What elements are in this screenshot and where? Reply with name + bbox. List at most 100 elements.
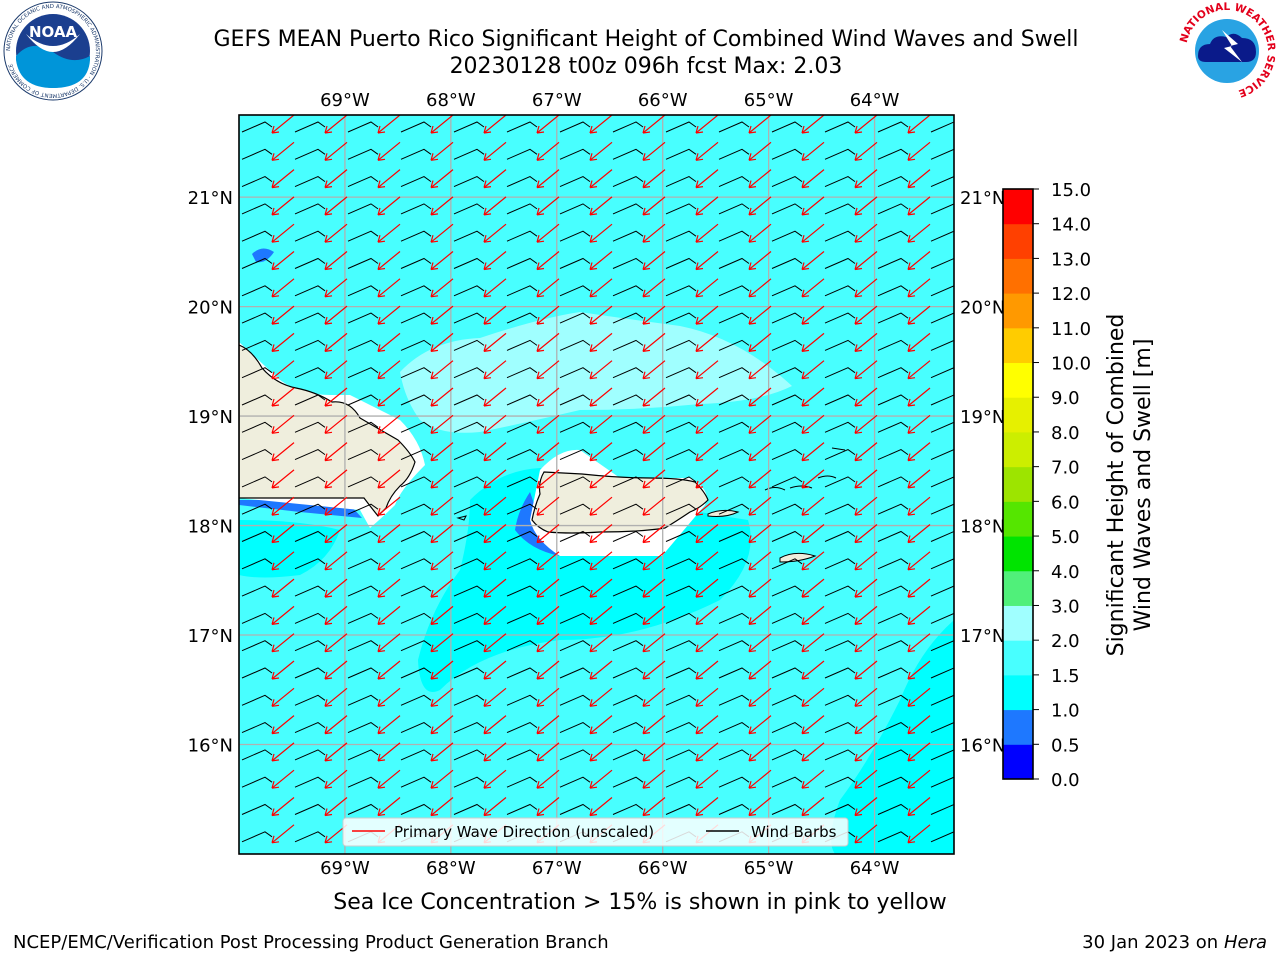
- wave-direction-arrow: [801, 496, 825, 516]
- wave-direction-arrow: [801, 115, 825, 134]
- wind-barb: [665, 803, 697, 815]
- wind-barb: [241, 558, 273, 570]
- wave-direction-arrow: [695, 769, 719, 789]
- wave-direction-arrow: [589, 442, 613, 462]
- wind-barb: [771, 394, 803, 406]
- wind-barb: [347, 749, 379, 761]
- wind-barb: [824, 612, 856, 624]
- wind-barb: [824, 694, 856, 706]
- wave-direction-arrow: [854, 387, 878, 407]
- wind-barb: [506, 503, 538, 515]
- wave-direction-arrow: [854, 769, 878, 789]
- wave-direction-arrow: [589, 687, 613, 707]
- wave-direction-arrow: [854, 605, 878, 625]
- wind-barb: [877, 394, 909, 406]
- wave-direction-arrow: [377, 196, 401, 216]
- colorbar-segment-15: [1003, 223, 1033, 259]
- wave-direction-arrow: [377, 115, 401, 134]
- wave-direction-arrow: [589, 115, 613, 134]
- wind-barb: [347, 803, 379, 815]
- wind-barb: [771, 148, 803, 160]
- wind-barb: [771, 203, 803, 215]
- colorbar-segment-10: [1003, 397, 1033, 433]
- wind-barb: [400, 257, 432, 269]
- lon-tick-labels-bottom: 69°W 68°W 67°W 66°W 65°W 64°W: [320, 858, 900, 879]
- wave-direction-arrow: [642, 469, 666, 489]
- wave-direction-arrow: [642, 687, 666, 707]
- wave-direction-arrow: [854, 442, 878, 462]
- wind-barb: [824, 503, 856, 515]
- wave-direction-arrow: [748, 360, 772, 380]
- wave-direction-arrow: [377, 742, 401, 762]
- wind-barb: [718, 394, 750, 406]
- wave-direction-arrow: [748, 332, 772, 352]
- wave-direction-arrow: [854, 469, 878, 489]
- wind-barb: [877, 803, 909, 815]
- wind-barb: [665, 230, 697, 242]
- wind-barb: [824, 530, 856, 542]
- wave-direction-arrow: [695, 223, 719, 243]
- wave-direction-arrow: [483, 251, 507, 271]
- wind-barb: [612, 694, 644, 706]
- wave-direction-arrow: [377, 414, 401, 434]
- wave-direction-arrow: [695, 524, 719, 544]
- wave-direction-arrow: [801, 605, 825, 625]
- wind-barb: [559, 421, 591, 433]
- wave-direction-arrow: [324, 496, 348, 516]
- wave-direction-arrow: [695, 687, 719, 707]
- wave-direction-arrow: [642, 115, 666, 134]
- wave-direction-arrow: [483, 414, 507, 434]
- wind-barb: [400, 503, 432, 515]
- wave-direction-arrow: [961, 388, 983, 406]
- wave-direction-arrow: [483, 769, 507, 789]
- wave-direction-arrow: [748, 633, 772, 653]
- wind-barb: [453, 749, 485, 761]
- wave-direction-arrow: [324, 797, 348, 817]
- wind-barb: [453, 776, 485, 788]
- wind-barb: [559, 339, 591, 351]
- wave-direction-arrow: [695, 332, 719, 352]
- wind-barb: [347, 694, 379, 706]
- wave-direction-arrow: [695, 360, 719, 380]
- wave-direction-arrow: [907, 605, 931, 625]
- wave-direction-arrow: [430, 769, 454, 789]
- wind-barb: [294, 667, 326, 679]
- wave-direction-arrow: [642, 797, 666, 817]
- land-vieques: [707, 509, 740, 517]
- wave-direction-arrow: [536, 196, 560, 216]
- wind-barb: [612, 503, 644, 515]
- wave-height-contour-2-3: [400, 312, 792, 433]
- lon-tick-label-bottom-4: 65°W: [744, 858, 794, 879]
- wave-direction-arrow: [961, 170, 983, 188]
- wave-direction-arrow: [642, 715, 666, 735]
- wave-direction-arrow: [483, 469, 507, 489]
- wind-barb: [506, 367, 538, 379]
- wind-barb: [930, 503, 954, 515]
- wave-direction-arrow: [430, 332, 454, 352]
- wave-direction-arrow: [324, 387, 348, 407]
- wave-direction-arrow: [536, 442, 560, 462]
- wind-barb: [665, 749, 697, 761]
- wave-direction-arrow: [430, 442, 454, 462]
- wave-direction-arrow: [377, 797, 401, 817]
- wave-direction-arrow: [324, 115, 348, 134]
- wind-barb: [294, 121, 326, 133]
- wave-direction-arrow: [801, 278, 825, 298]
- wave-direction-arrow: [483, 551, 507, 571]
- wave-direction-arrow: [324, 524, 348, 544]
- wind-barb: [930, 831, 954, 843]
- wave-direction-arrow: [907, 278, 931, 298]
- wave-direction-arrow: [801, 169, 825, 189]
- wind-barb: [930, 530, 954, 542]
- wave-direction-arrow: [748, 141, 772, 161]
- wave-direction-arrow: [430, 715, 454, 735]
- wind-barb: [718, 749, 750, 761]
- wave-direction-arrow: [695, 660, 719, 680]
- chart-subtitle: 20230128 t00z 096h fcst Max: 2.03: [449, 54, 843, 79]
- wind-barb: [665, 339, 697, 351]
- wave-direction-arrow: [801, 578, 825, 598]
- wind-barb: [400, 421, 432, 433]
- wave-direction-arrow: [748, 687, 772, 707]
- wind-barb: [400, 176, 432, 188]
- wave-direction-arrow: [748, 115, 772, 134]
